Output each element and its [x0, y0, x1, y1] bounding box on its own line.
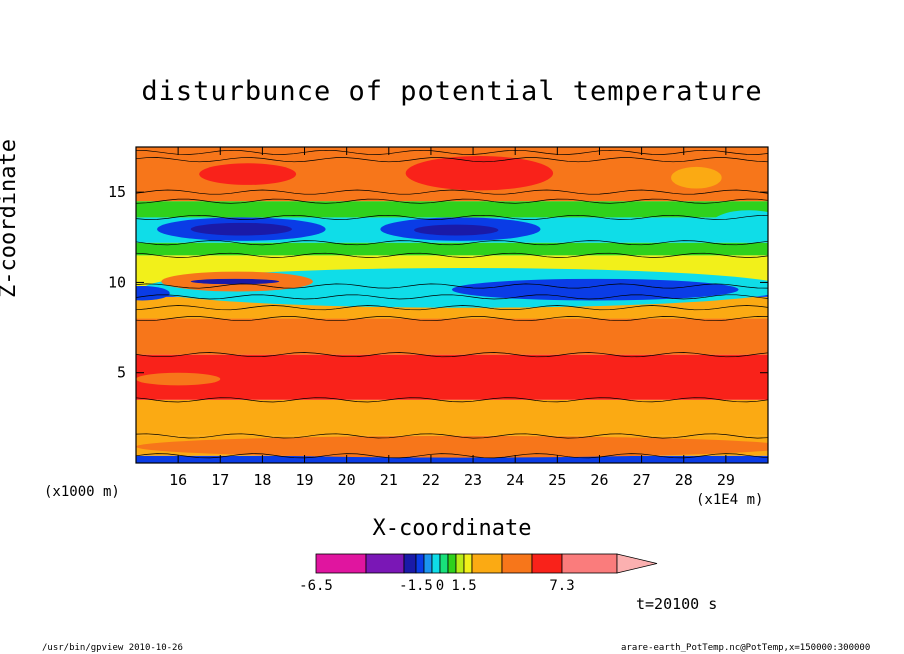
field-layer-10: [136, 201, 768, 218]
colorbar-segment-10: [471, 553, 503, 574]
contour-line-9: [136, 240, 768, 246]
field-feature-14: [136, 372, 221, 386]
contour-line-10: [136, 214, 768, 220]
colorbar-segment-12: [531, 553, 563, 574]
x-tick-label-24: 24: [506, 471, 524, 489]
x-tick-label-26: 26: [590, 471, 608, 489]
x-axis-label: X-coordinate: [372, 516, 532, 541]
colorbar-segment-13: [561, 553, 618, 574]
x-tick-label-27: 27: [633, 471, 651, 489]
y-tick-label-5: 5: [117, 364, 126, 382]
contour-line-7: [136, 283, 768, 289]
y-axis-label: Z-coordinate: [0, 139, 21, 298]
colorbar-segment-11: [501, 553, 533, 574]
colorbar-label-0: -6.5: [299, 578, 333, 594]
field-layer-8: [136, 242, 768, 256]
x-tick-label-29: 29: [717, 471, 735, 489]
x-tick-label-19: 19: [296, 471, 314, 489]
x-tick-label-21: 21: [380, 471, 398, 489]
contour-line-13: [136, 157, 768, 163]
field-feature-12: [190, 278, 280, 285]
colorbar-segment-7: [447, 553, 457, 574]
colorbar-segment-3: [415, 553, 425, 574]
field-feature-2: [405, 156, 554, 191]
colorbar-segment-9: [463, 553, 473, 574]
footer-right: arare-earth_PotTemp.nc@PotTemp,x=150000:…: [621, 643, 871, 653]
x-unit-label-secondary: (x1E4 m): [696, 492, 764, 508]
x-axis: 16 17 18 19 20 21 22 23 24 25 26 27 28 29: [169, 147, 735, 489]
x-tick-label-22: 22: [422, 471, 440, 489]
colorbar-label-4: 7.3: [549, 578, 574, 594]
field-feature-7: [414, 224, 499, 236]
x-unit-label: (x1000 m): [44, 484, 120, 500]
time-label: t=20100 s: [636, 595, 718, 613]
colorbar-arrow: [616, 553, 658, 574]
colorbar-label-1: -1.5: [399, 578, 433, 594]
x-tick-label-20: 20: [338, 471, 356, 489]
field-feature-1: [199, 163, 297, 185]
contour-line-3: [136, 352, 768, 358]
plot-frame: [135, 146, 769, 464]
field-feature-3: [671, 166, 722, 189]
field-feature-8: [709, 210, 768, 243]
y-tick-label-10: 10: [108, 273, 126, 291]
colorbar-segment-1: [365, 553, 405, 574]
field-layer-2: [136, 399, 768, 436]
y-tick-label-15: 15: [108, 183, 126, 201]
x-tick-label-25: 25: [548, 471, 566, 489]
contour-line-4: [136, 316, 768, 322]
colorbar-segment-2: [403, 553, 417, 574]
contour-line-0: [136, 453, 768, 459]
x-tick-label-23: 23: [464, 471, 482, 489]
x-tick-label-18: 18: [253, 471, 271, 489]
colorbar-segment-0: [315, 553, 367, 574]
footer-left: /usr/bin/gpview 2010-10-26: [42, 643, 183, 653]
colorbar-label-2: 0: [436, 578, 444, 594]
contour-line-14: [136, 149, 768, 155]
colorbar: -6.5 -1.5 0 1.5 7.3: [299, 553, 658, 594]
x-tick-label-28: 28: [675, 471, 693, 489]
field-layer-4: [136, 318, 768, 355]
contour-field: [136, 147, 768, 463]
contour-line-12: [136, 189, 768, 195]
contour-line-11: [136, 198, 768, 204]
field-feature-15: [136, 435, 768, 458]
field-layer-0: [136, 455, 768, 463]
field-feature-5: [190, 222, 292, 236]
x-tick-label-17: 17: [211, 471, 229, 489]
y-axis: 5 10 15: [108, 183, 768, 382]
colorbar-segment-4: [423, 553, 433, 574]
colorbar-segment-8: [455, 553, 465, 574]
field-feature-10: [452, 278, 739, 301]
field-layer-3: [136, 354, 768, 400]
contour-line-1: [136, 433, 768, 439]
contour-line-6: [136, 294, 768, 300]
field-feature-13: [136, 286, 170, 301]
colorbar-segment-6: [439, 553, 449, 574]
colorbar-label-3: 1.5: [451, 578, 476, 594]
colorbar-segment-5: [431, 553, 441, 574]
contour-line-5: [136, 305, 768, 311]
chart-title: disturbunce of potential temperature: [141, 76, 763, 107]
x-tick-label-16: 16: [169, 471, 187, 489]
contour-line-2: [136, 397, 768, 403]
contour-line-8: [136, 252, 768, 258]
